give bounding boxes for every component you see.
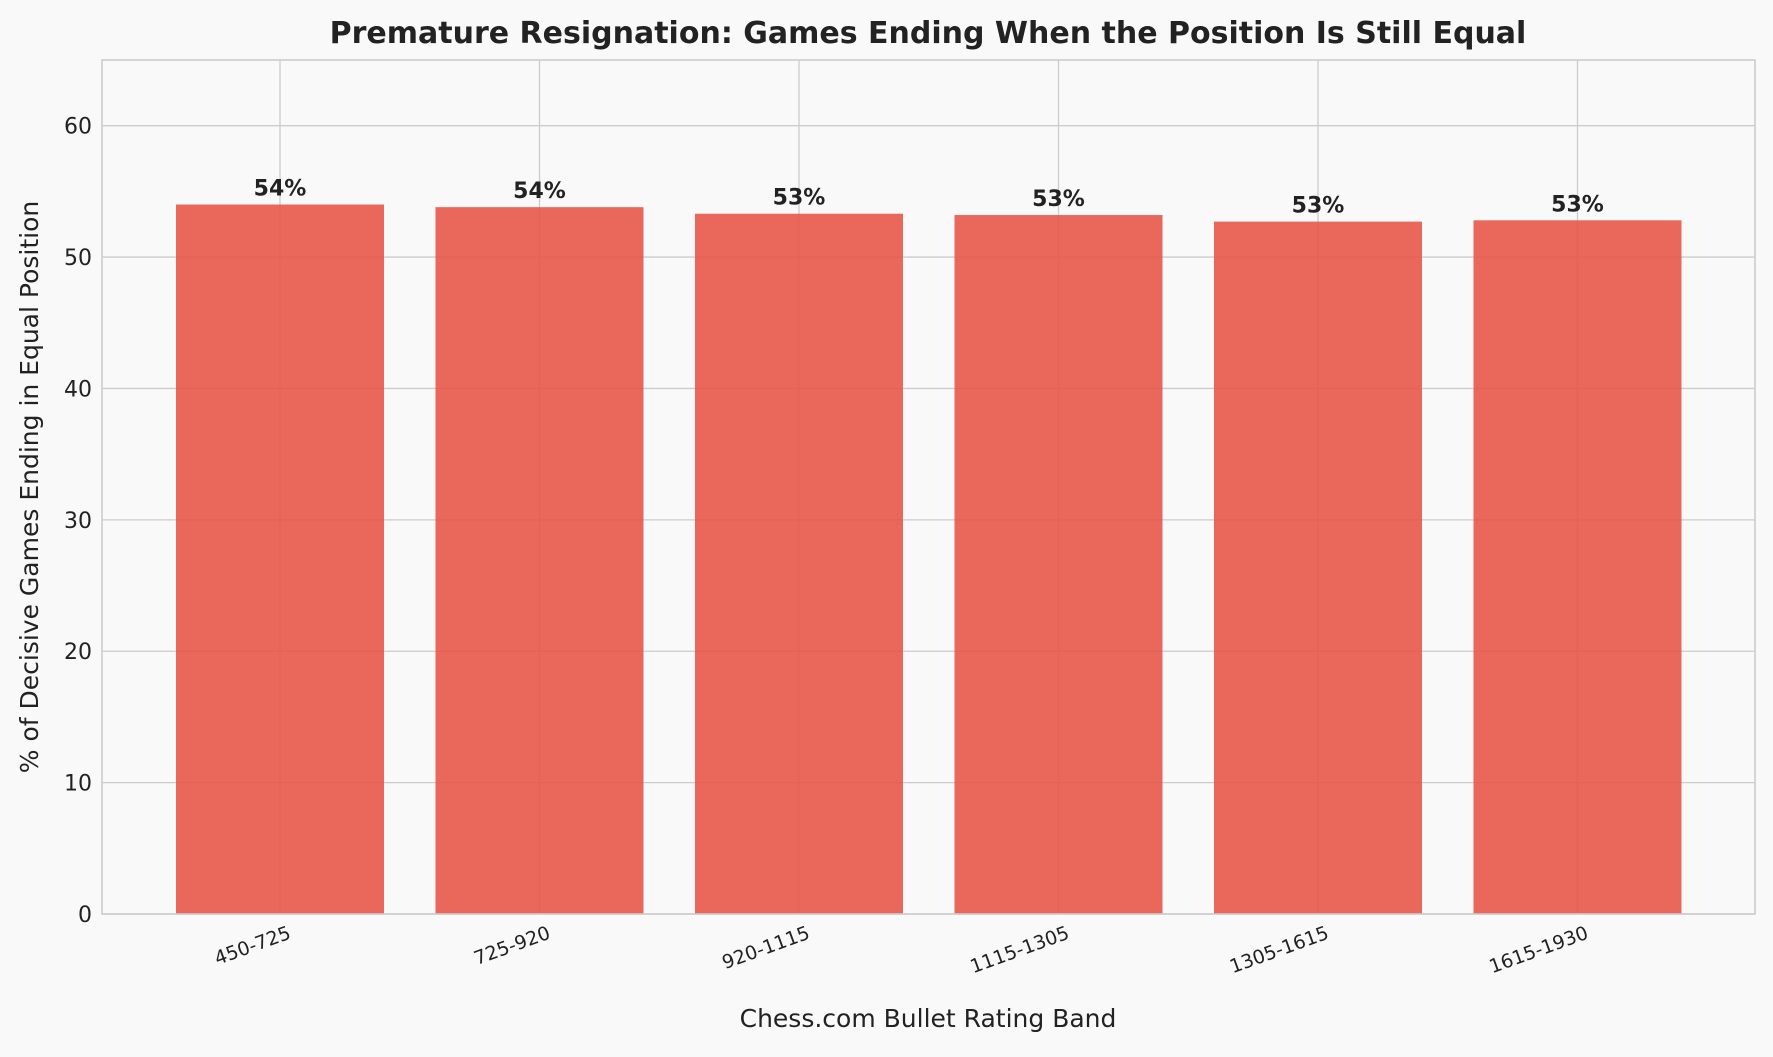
plot-frame xyxy=(101,59,1756,915)
bar-1615-1930 xyxy=(1473,220,1682,914)
y-tick-label: 10 xyxy=(64,772,92,797)
bar-1115-1305 xyxy=(954,215,1163,915)
y-tick-label: 20 xyxy=(64,640,92,665)
y-tick-label: 40 xyxy=(64,377,92,402)
bar-1305-1615 xyxy=(1214,221,1422,914)
bar-450-725 xyxy=(176,204,384,914)
data-label: 53% xyxy=(1551,192,1604,217)
y-tick-label: 30 xyxy=(64,509,92,534)
bars xyxy=(176,204,1682,915)
data-label: 54% xyxy=(513,179,566,204)
data-label: 53% xyxy=(773,186,826,211)
data-labels: 54% 54% 53% 53% 53% 53% xyxy=(254,177,1604,219)
chart-title: Premature Resignation: Games Ending When… xyxy=(330,16,1527,51)
x-axis-label: Chess.com Bullet Rating Band xyxy=(740,1004,1117,1033)
bar-920-1115 xyxy=(695,213,903,915)
y-tick-label: 0 xyxy=(78,903,92,928)
y-axis-label: % of Decisive Games Ending in Equal Posi… xyxy=(15,201,44,773)
y-tick-label: 50 xyxy=(64,246,92,271)
data-label: 54% xyxy=(254,177,307,202)
bar-725-920 xyxy=(435,207,644,915)
data-label: 53% xyxy=(1292,194,1345,219)
y-tick-label: 60 xyxy=(64,115,92,140)
data-label: 53% xyxy=(1032,187,1085,212)
y-tick-labels: 0 10 20 30 40 50 60 xyxy=(64,115,92,928)
